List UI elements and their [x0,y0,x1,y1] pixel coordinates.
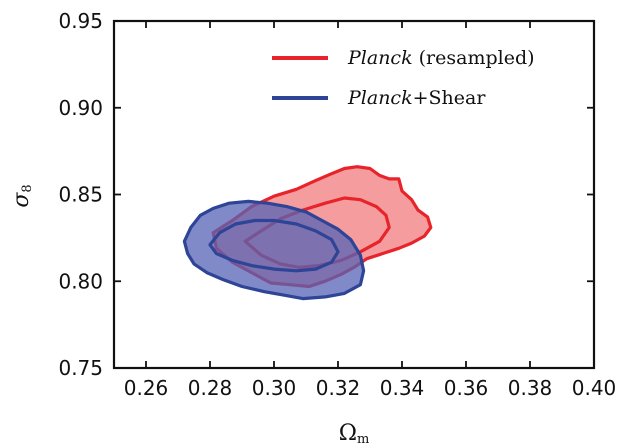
legend-label-planck-shear: Planck+Shear [347,87,486,109]
x-tick-label: 0.36 [444,376,489,400]
legend: Planck (resampled) Planck+Shear [272,47,535,109]
y-tick-label: 0.90 [58,96,103,120]
legend-label-planck-resampled: Planck (resampled) [347,47,535,69]
y-tick-label: 0.95 [58,9,103,33]
planck-shear-inner-contour [208,218,340,273]
y-tick-label: 0.80 [58,269,103,293]
y-tick-label: 0.85 [58,183,103,207]
contour-layer [182,165,433,301]
x-tick-label: 0.38 [508,376,553,400]
y-tick-label: 0.75 [58,356,103,380]
x-tick-label: 0.40 [572,376,617,400]
x-tick-label: 0.34 [380,376,425,400]
x-tick-label: 0.30 [252,376,297,400]
x-tick-label: 0.32 [316,376,361,400]
x-axis-ticks: 0.26 0.28 0.30 0.32 0.34 0.36 0.38 0.40 [124,21,617,400]
y-axis-label: σ8 [9,184,35,207]
y-axis-ticks: 0.75 0.80 0.85 0.90 0.95 [58,9,594,380]
x-axis-label: Ωm [339,421,370,443]
x-tick-label: 0.28 [188,376,233,400]
x-tick-label: 0.26 [124,376,169,400]
